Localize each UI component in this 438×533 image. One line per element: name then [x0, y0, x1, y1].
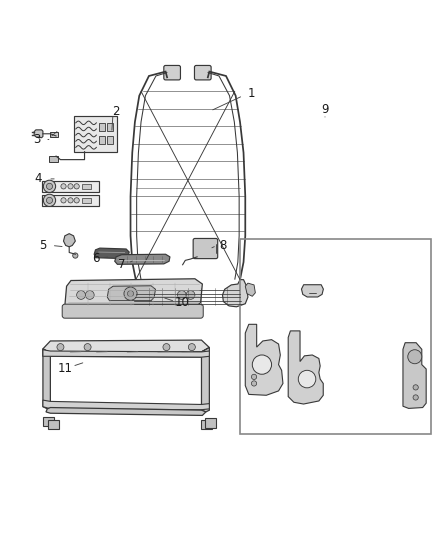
Circle shape — [61, 198, 66, 203]
Circle shape — [57, 344, 64, 351]
Circle shape — [46, 197, 53, 204]
Circle shape — [413, 385, 418, 390]
Circle shape — [77, 290, 85, 300]
Polygon shape — [34, 130, 43, 138]
Text: 4: 4 — [35, 172, 42, 185]
Circle shape — [127, 290, 134, 297]
Circle shape — [43, 194, 56, 206]
Polygon shape — [46, 408, 206, 415]
Bar — [82, 184, 91, 189]
Bar — [49, 156, 58, 162]
Text: 6: 6 — [92, 252, 99, 265]
Circle shape — [73, 253, 78, 258]
Polygon shape — [107, 286, 155, 301]
Circle shape — [298, 370, 316, 388]
Bar — [201, 420, 212, 430]
Bar — [48, 420, 59, 430]
FancyBboxPatch shape — [62, 304, 203, 318]
Circle shape — [413, 395, 418, 400]
Text: 10: 10 — [174, 296, 189, 309]
Polygon shape — [120, 283, 131, 296]
Polygon shape — [43, 348, 209, 357]
Polygon shape — [115, 254, 170, 264]
Polygon shape — [301, 285, 323, 297]
Bar — [240, 239, 431, 434]
Circle shape — [74, 198, 79, 203]
Polygon shape — [43, 340, 209, 353]
Circle shape — [68, 198, 73, 203]
Polygon shape — [201, 348, 209, 412]
Bar — [42, 195, 99, 206]
Circle shape — [124, 287, 137, 300]
Bar — [42, 181, 99, 192]
Text: 11: 11 — [57, 361, 72, 375]
Circle shape — [251, 374, 257, 379]
Circle shape — [408, 350, 422, 364]
Text: 3: 3 — [34, 133, 41, 146]
Circle shape — [85, 290, 94, 300]
Circle shape — [84, 344, 91, 351]
FancyBboxPatch shape — [193, 238, 218, 259]
Polygon shape — [94, 248, 129, 259]
Polygon shape — [403, 343, 426, 408]
Circle shape — [43, 180, 56, 192]
Bar — [74, 116, 117, 152]
Bar — [82, 198, 91, 203]
Polygon shape — [223, 280, 248, 307]
Circle shape — [163, 344, 170, 351]
Polygon shape — [245, 283, 255, 296]
Polygon shape — [245, 324, 283, 395]
FancyBboxPatch shape — [164, 66, 180, 80]
Bar — [99, 136, 105, 144]
Text: 5: 5 — [39, 239, 46, 252]
Circle shape — [68, 184, 73, 189]
Polygon shape — [43, 350, 209, 357]
Bar — [107, 136, 113, 144]
Circle shape — [61, 184, 66, 189]
Polygon shape — [43, 349, 50, 409]
Bar — [50, 132, 58, 137]
Bar — [99, 123, 105, 131]
Text: 7: 7 — [118, 258, 126, 271]
Polygon shape — [128, 280, 153, 307]
Bar — [205, 418, 216, 427]
Circle shape — [188, 344, 195, 351]
Bar — [107, 123, 113, 131]
Text: 8: 8 — [219, 239, 226, 252]
Circle shape — [46, 183, 53, 189]
Polygon shape — [65, 279, 202, 316]
Text: 2: 2 — [112, 104, 120, 117]
Circle shape — [252, 355, 272, 374]
Circle shape — [186, 290, 195, 300]
Text: 9: 9 — [321, 103, 329, 116]
Circle shape — [74, 184, 79, 189]
FancyBboxPatch shape — [194, 66, 211, 80]
Polygon shape — [43, 400, 209, 410]
Circle shape — [177, 290, 186, 300]
Circle shape — [251, 381, 257, 386]
Text: 1: 1 — [248, 87, 256, 100]
Polygon shape — [64, 233, 75, 247]
Polygon shape — [288, 331, 323, 404]
Bar — [43, 417, 54, 426]
